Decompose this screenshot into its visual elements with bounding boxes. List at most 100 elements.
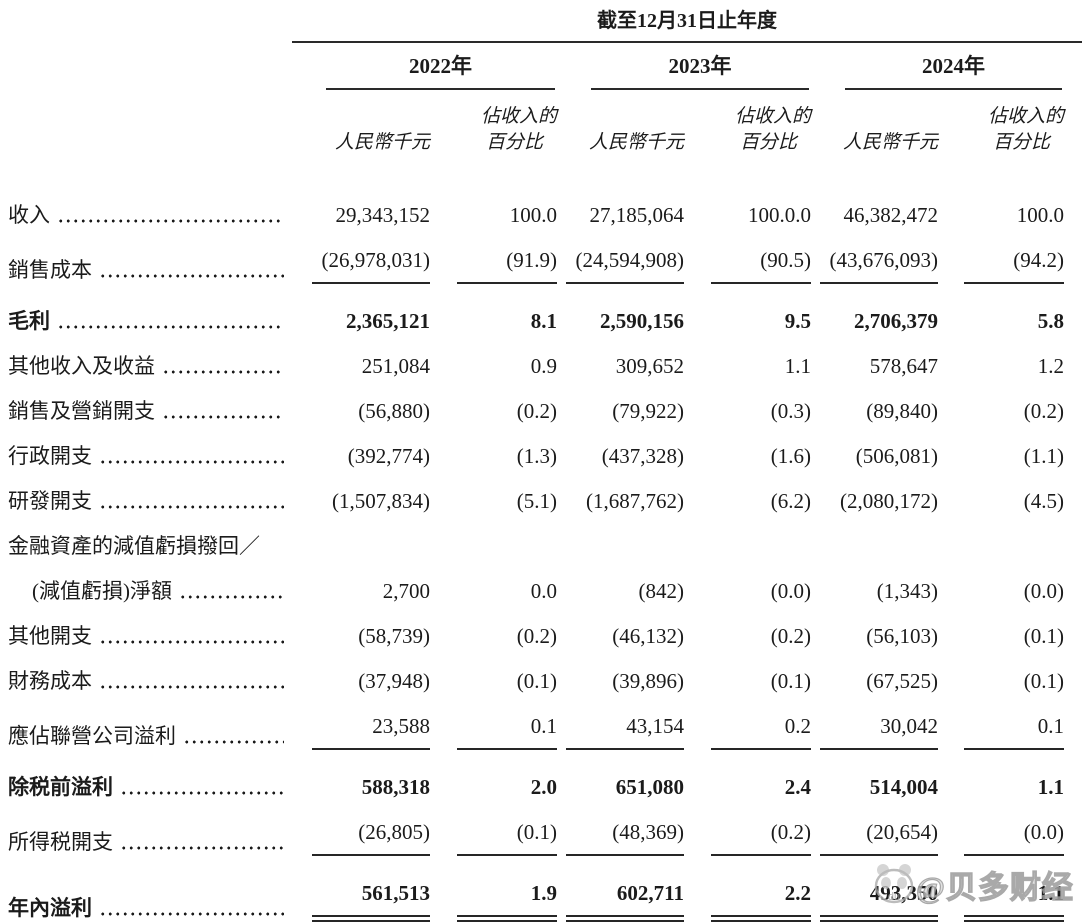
- row-label: 所得税開支: [8, 830, 113, 854]
- percent-cell: 0.2: [684, 704, 811, 759]
- row-label: 財務成本: [8, 669, 92, 693]
- percent-cell: (0.2): [1023, 399, 1064, 423]
- table-row: 其他收入及收益 251,084 0.9 309,652 1.1 578,647 1.2: [8, 344, 1064, 389]
- table-row: 行政開支 (392,774) (1.3) (437,328) (1.6) (506,081…: [8, 434, 1064, 479]
- amount-cell: 561,513: [292, 865, 430, 922]
- table-row: 除税前溢利 588,318 2.0 651,080 2.4 514,004 1.1: [8, 759, 1064, 810]
- amount-cell: 588,318: [361, 775, 430, 799]
- year-header-2023: 2023年: [591, 53, 809, 90]
- amount-cell: 2,706,379: [854, 309, 938, 333]
- percent-cell: (0.2): [516, 624, 557, 648]
- amount-cell: (24,594,908): [557, 238, 684, 293]
- table-body: 收入 29,343,152 100.0 27,185,064 100.0.0 46,382…: [8, 162, 1064, 922]
- amount-cell: (437,328): [601, 444, 684, 468]
- percent-cell: (0.1): [770, 669, 811, 693]
- percent-cell: 2.0: [530, 775, 557, 799]
- percent-cell: 2.4: [784, 775, 811, 799]
- amount-cell: 2,365,121: [346, 309, 430, 333]
- amount-cell: 602,711: [557, 865, 684, 922]
- amount-cell: (39,896): [612, 669, 684, 693]
- percent-cell: 100.0: [509, 203, 557, 227]
- amount-cell: 651,080: [615, 775, 684, 799]
- percent-cell: 0.1: [430, 704, 557, 759]
- amount-cell: 2,590,156: [600, 309, 684, 333]
- percent-cell: (0.0): [938, 810, 1064, 865]
- percent-cell: (1.1): [1023, 444, 1064, 468]
- percent-cell: (0.2): [770, 624, 811, 648]
- amount-cell: 493,350: [811, 865, 938, 922]
- amount-cell: (89,840): [866, 399, 938, 423]
- year-header-2022: 2022年: [326, 53, 555, 90]
- dot-leader: [99, 274, 284, 278]
- table-row: 收入 29,343,152 100.0 27,185,064 100.0.0 46,382…: [8, 162, 1064, 238]
- dot-leader: [162, 415, 284, 419]
- amount-cell: (2,080,172): [840, 489, 938, 513]
- table-row: 其他開支 (58,739) (0.2) (46,132) (0.2) (56,103) (0…: [8, 614, 1064, 659]
- percent-cell: 8.1: [530, 309, 557, 333]
- row-label-prefix: 金融資產的減值虧損撥回／: [8, 534, 260, 558]
- unit-header-2022: 人民幣千元: [334, 132, 430, 153]
- percent-cell: (0.3): [770, 399, 811, 423]
- table-row: 應佔聯營公司溢利 23,588 0.1 43,154 0.2 30,042 0.1: [8, 704, 1064, 759]
- amount-cell: (1,343): [876, 579, 938, 603]
- percent-cell: (0.1): [516, 669, 557, 693]
- dot-leader: [57, 325, 284, 329]
- amount-cell: (37,948): [358, 669, 430, 693]
- amount-cell: (26,978,031): [292, 238, 430, 293]
- row-label: 其他收入及收益: [8, 354, 155, 378]
- amount-cell: 29,343,152: [335, 203, 431, 227]
- percent-cell: 5.8: [1037, 309, 1064, 333]
- percent-cell: (0.0): [1023, 579, 1064, 603]
- percent-cell: (0.2): [684, 810, 811, 865]
- percent-cell: 1.1: [1037, 775, 1064, 799]
- amount-cell: (56,103): [866, 624, 938, 648]
- amount-cell: (43,676,093): [811, 238, 938, 293]
- percent-cell: 100.0: [1016, 203, 1064, 227]
- row-label: 行政開支: [8, 444, 92, 468]
- percent-cell: 2.2: [684, 865, 811, 922]
- dot-leader: [57, 219, 284, 223]
- amount-cell: (56,880): [358, 399, 430, 423]
- income-statement-table: 截至12月31日止年度 2022年 2023年 2024年 人民幣千元: [8, 8, 1082, 922]
- period-title: 截至12月31日止年度: [292, 8, 1082, 43]
- amount-cell: (48,369): [557, 810, 684, 865]
- table-row: 金融資產的減值虧損撥回／ (減值虧損)淨額 2,700 0.0 (842) (0.0) (1…: [8, 524, 1064, 614]
- subheader-row: 人民幣千元 佔收入的 百分比 人民幣千元 佔收入的 百分比 人民幣千元 佔收入的: [8, 90, 1064, 162]
- row-label: 應佔聯營公司溢利: [8, 724, 176, 748]
- amount-cell: (1,687,762): [586, 489, 684, 513]
- dot-leader: [162, 370, 284, 374]
- amount-cell: (67,525): [866, 669, 938, 693]
- percent-cell: (1.3): [516, 444, 557, 468]
- amount-cell: (46,132): [612, 624, 684, 648]
- pct-header-2024: 佔收入的 百分比: [987, 106, 1064, 153]
- amount-cell: 27,185,064: [589, 203, 685, 227]
- percent-cell: 1.2: [1037, 354, 1064, 378]
- percent-cell: (91.9): [430, 238, 557, 293]
- amount-cell: (1,507,834): [332, 489, 430, 513]
- amount-cell: (842): [638, 579, 685, 603]
- row-label: 收入: [8, 203, 50, 227]
- table-row: 年內溢利 561,513 1.9 602,711 2.2 493,350 1.1: [8, 865, 1064, 922]
- amount-cell: 23,588: [292, 704, 430, 759]
- year-header-2024: 2024年: [845, 53, 1062, 90]
- table-row: 銷售及營銷開支 (56,880) (0.2) (79,922) (0.3) (89,840…: [8, 389, 1064, 434]
- percent-cell: (4.5): [1023, 489, 1064, 513]
- dot-leader: [99, 640, 284, 644]
- dot-leader: [99, 912, 284, 916]
- dot-leader: [120, 791, 284, 795]
- dot-leader: [183, 740, 284, 744]
- amount-cell: 2,700: [382, 579, 430, 603]
- percent-cell: (0.1): [1023, 669, 1064, 693]
- dot-leader: [99, 460, 284, 464]
- amount-cell: 514,004: [869, 775, 938, 799]
- dot-leader: [99, 505, 284, 509]
- percent-cell: (5.1): [516, 489, 557, 513]
- percent-cell: 1.1: [784, 354, 811, 378]
- percent-cell: (0.2): [516, 399, 557, 423]
- year-header-row: 2022年 2023年 2024年: [8, 43, 1064, 90]
- row-label: 其他開支: [8, 624, 92, 648]
- percent-cell: (94.2): [938, 238, 1064, 293]
- percent-cell: (0.1): [1023, 624, 1064, 648]
- table-row: 所得税開支 (26,805) (0.1) (48,369) (0.2) (20,654)(…: [8, 810, 1064, 865]
- amount-cell: (79,922): [612, 399, 684, 423]
